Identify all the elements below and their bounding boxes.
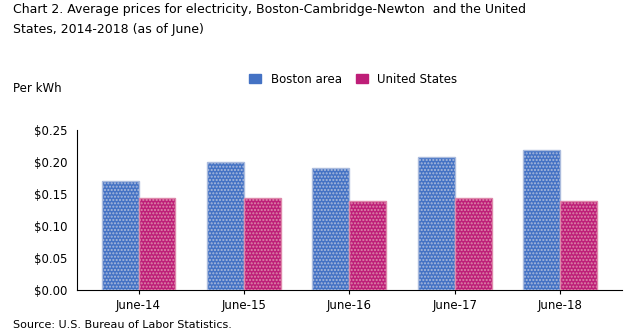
Text: Source: U.S. Bureau of Labor Statistics.: Source: U.S. Bureau of Labor Statistics.	[13, 320, 231, 330]
Bar	[244, 198, 281, 290]
Bar	[523, 150, 560, 290]
Text: Per kWh: Per kWh	[13, 82, 62, 95]
Bar	[138, 198, 176, 290]
Bar	[454, 198, 492, 290]
Text: States, 2014-2018 (as of June): States, 2014-2018 (as of June)	[13, 23, 204, 36]
Bar	[560, 201, 597, 290]
Text: Chart 2. Average prices for electricity, Boston-Cambridge-Newton  and the United: Chart 2. Average prices for electricity,…	[13, 3, 526, 16]
Bar	[418, 158, 454, 290]
Bar	[207, 162, 244, 290]
Legend: Boston area, United States: Boston area, United States	[249, 73, 457, 86]
Bar	[102, 181, 138, 290]
Bar	[312, 168, 349, 290]
Bar	[349, 201, 387, 290]
